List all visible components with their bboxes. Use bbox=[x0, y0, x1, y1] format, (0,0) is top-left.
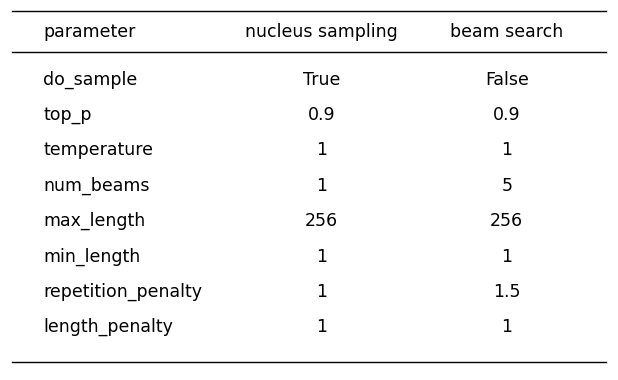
Text: beam search: beam search bbox=[450, 23, 564, 41]
Text: 1: 1 bbox=[316, 141, 327, 160]
Text: 1: 1 bbox=[501, 141, 512, 160]
Text: 0.9: 0.9 bbox=[493, 106, 520, 124]
Text: 1.5: 1.5 bbox=[493, 283, 520, 301]
Text: max_length: max_length bbox=[43, 212, 145, 230]
Text: temperature: temperature bbox=[43, 141, 153, 160]
Text: repetition_penalty: repetition_penalty bbox=[43, 283, 202, 301]
Text: parameter: parameter bbox=[43, 23, 135, 41]
Text: 1: 1 bbox=[316, 283, 327, 301]
Text: False: False bbox=[485, 71, 528, 89]
Text: 1: 1 bbox=[501, 318, 512, 336]
Text: 5: 5 bbox=[501, 177, 512, 195]
Text: do_sample: do_sample bbox=[43, 71, 138, 89]
Text: 0.9: 0.9 bbox=[308, 106, 335, 124]
Text: length_penalty: length_penalty bbox=[43, 318, 173, 336]
Text: min_length: min_length bbox=[43, 247, 140, 266]
Text: True: True bbox=[303, 71, 340, 89]
Text: nucleus sampling: nucleus sampling bbox=[245, 23, 398, 41]
Text: 256: 256 bbox=[490, 212, 523, 230]
Text: 1: 1 bbox=[316, 318, 327, 336]
Text: num_beams: num_beams bbox=[43, 177, 150, 195]
Text: top_p: top_p bbox=[43, 106, 91, 124]
Text: 1: 1 bbox=[501, 247, 512, 266]
Text: 256: 256 bbox=[305, 212, 338, 230]
Text: 1: 1 bbox=[316, 177, 327, 195]
Text: 1: 1 bbox=[316, 247, 327, 266]
